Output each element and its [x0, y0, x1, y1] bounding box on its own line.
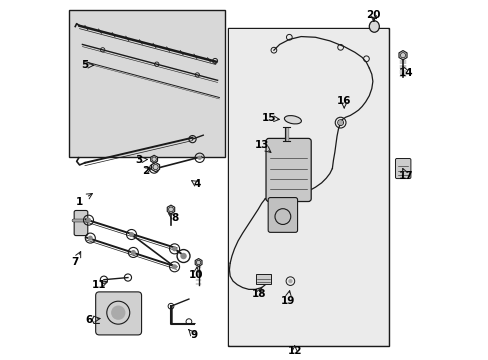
Ellipse shape [284, 116, 301, 124]
Polygon shape [167, 205, 174, 214]
Text: 8: 8 [171, 213, 178, 222]
Text: 2: 2 [142, 166, 149, 176]
Text: 5: 5 [81, 60, 88, 70]
Text: 6: 6 [85, 315, 92, 325]
Bar [255, 274, 270, 284]
Bar [228, 28, 388, 346]
Circle shape [197, 156, 202, 160]
FancyBboxPatch shape [96, 292, 142, 335]
Polygon shape [151, 162, 159, 172]
Text: 9: 9 [190, 330, 197, 340]
Bar [228, 29, 387, 345]
Circle shape [131, 250, 136, 255]
Polygon shape [195, 258, 202, 266]
Text: 7: 7 [71, 257, 79, 267]
Text: 20: 20 [366, 10, 380, 20]
Polygon shape [150, 155, 157, 163]
Circle shape [111, 306, 125, 320]
Circle shape [172, 264, 177, 269]
Circle shape [180, 253, 186, 259]
Text: 19: 19 [280, 296, 294, 306]
Circle shape [86, 218, 91, 223]
Text: 14: 14 [398, 68, 412, 78]
FancyBboxPatch shape [395, 158, 410, 179]
FancyBboxPatch shape [265, 138, 310, 202]
Text: 16: 16 [336, 96, 351, 106]
Text: 17: 17 [398, 171, 412, 181]
Circle shape [129, 232, 134, 237]
Text: 18: 18 [251, 289, 265, 299]
FancyBboxPatch shape [267, 198, 297, 232]
FancyBboxPatch shape [74, 211, 88, 235]
Text: 11: 11 [92, 280, 106, 290]
Polygon shape [398, 50, 406, 60]
Text: 1: 1 [76, 197, 83, 207]
Circle shape [88, 235, 93, 240]
Text: 12: 12 [287, 346, 301, 356]
Circle shape [152, 166, 156, 171]
Text: 4: 4 [193, 179, 201, 189]
Text: 3: 3 [135, 155, 142, 165]
Circle shape [172, 246, 177, 251]
Text: 15: 15 [261, 113, 276, 123]
Circle shape [337, 120, 343, 125]
Circle shape [287, 279, 292, 283]
Ellipse shape [368, 21, 379, 32]
Bar [69, 10, 225, 157]
Text: 10: 10 [188, 270, 203, 280]
Text: 13: 13 [254, 140, 268, 150]
